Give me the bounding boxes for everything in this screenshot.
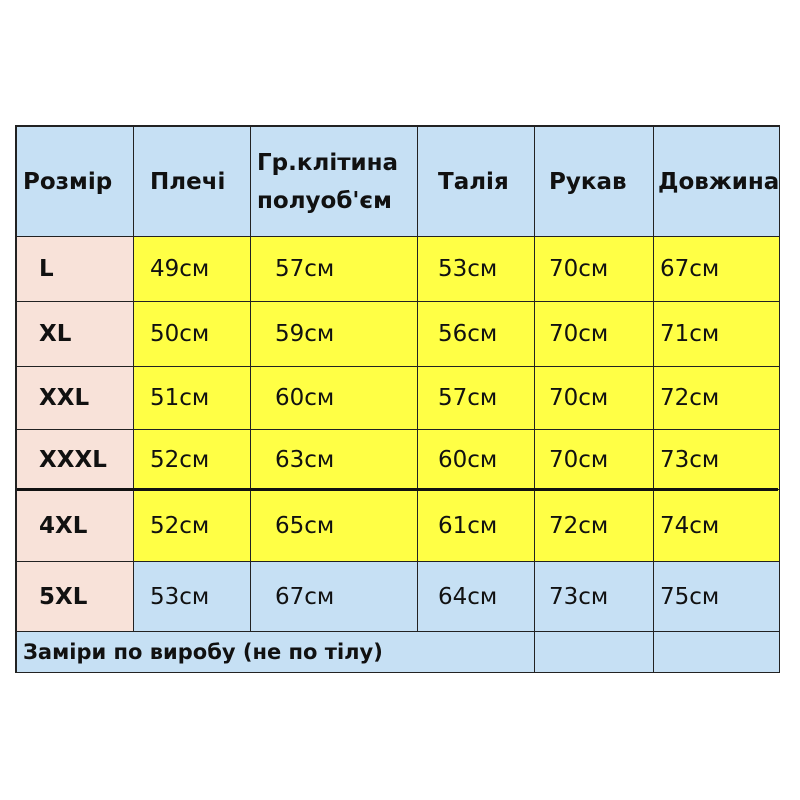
footer-empty-cell — [535, 632, 654, 673]
measurement-cell: 56см — [418, 302, 535, 367]
size-label: 4XL — [17, 490, 134, 562]
size-label: L — [17, 237, 134, 302]
size-label: XXL — [17, 367, 134, 430]
measurement-cell: 74см — [654, 490, 780, 562]
header-3: Талія — [418, 127, 535, 237]
measurement-cell: 65см — [251, 490, 418, 562]
measurement-cell: 67см — [251, 562, 418, 632]
measurement-cell: 70см — [535, 237, 654, 302]
measurement-cell: 70см — [535, 367, 654, 430]
measurement-cell: 57см — [251, 237, 418, 302]
measurement-cell: 52см — [134, 490, 251, 562]
header-5: Довжина — [654, 127, 780, 237]
size-label: XL — [17, 302, 134, 367]
measurement-cell: 51см — [134, 367, 251, 430]
measurement-cell: 53см — [418, 237, 535, 302]
measurement-cell: 67см — [654, 237, 780, 302]
header-4: Рукав — [535, 127, 654, 237]
measurement-cell: 52см — [134, 430, 251, 490]
size-chart-table: Розмір Плечі Гр.клітина полуоб'єм Талія Рука… — [15, 125, 780, 673]
measurement-cell: 53см — [134, 562, 251, 632]
measurement-cell: 73см — [535, 562, 654, 632]
measurement-cell: 60см — [418, 430, 535, 490]
measurement-cell: 72см — [535, 490, 654, 562]
measurement-cell: 70см — [535, 430, 654, 490]
measurement-cell: 63см — [251, 430, 418, 490]
measurement-cell: 70см — [535, 302, 654, 367]
measurement-cell: 59см — [251, 302, 418, 367]
measurement-cell: 75см — [654, 562, 780, 632]
size-label: XXXL — [17, 430, 134, 490]
footer-note: Заміри по виробу (не по тілу) — [17, 632, 535, 673]
measurement-cell: 50см — [134, 302, 251, 367]
measurement-cell: 61см — [418, 490, 535, 562]
measurement-cell: 60см — [251, 367, 418, 430]
measurement-cell: 72см — [654, 367, 780, 430]
measurement-cell: 57см — [418, 367, 535, 430]
measurement-cell: 64см — [418, 562, 535, 632]
header-0: Розмір — [17, 127, 134, 237]
header-1: Плечі — [134, 127, 251, 237]
header-2: Гр.клітина полуоб'єм — [251, 127, 418, 237]
measurement-cell: 49см — [134, 237, 251, 302]
footer-empty-cell — [654, 632, 780, 673]
row-divider — [17, 488, 778, 491]
measurement-cell: 73см — [654, 430, 780, 490]
measurement-cell: 71см — [654, 302, 780, 367]
size-label: 5XL — [17, 562, 134, 632]
